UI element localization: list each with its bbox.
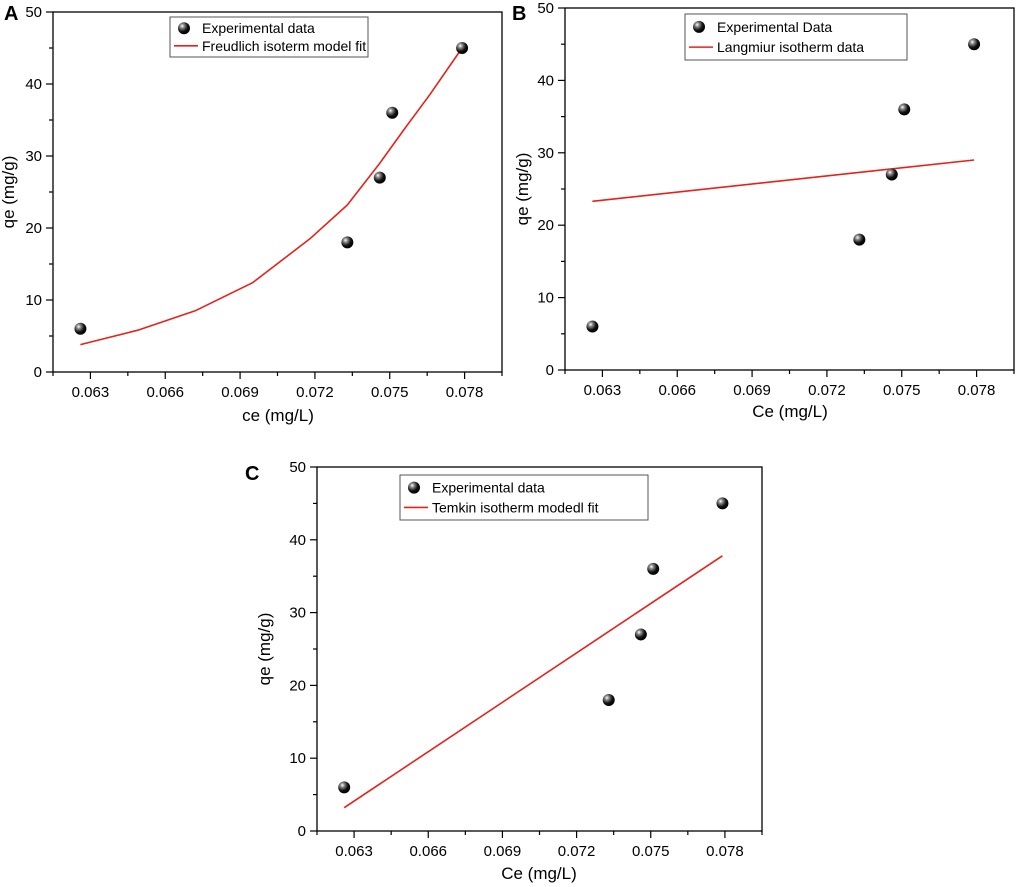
y-axis-title: qe (mg/g): [513, 153, 532, 226]
data-point: [586, 320, 599, 333]
y-tick-label: 0: [34, 364, 42, 381]
data-point: [74, 322, 87, 335]
x-axis-title: Ce (mg/L): [501, 864, 577, 883]
legend-marker: [693, 20, 705, 33]
legend-label: Langmiur isotherm data: [717, 39, 864, 55]
chart-panel-b: B 0.063 0.066 0.069 0.072 0.075 0.078 0 10 20 30 40…: [512, 0, 1015, 421]
data-point: [647, 562, 660, 575]
x-tick-label: 0.078: [958, 382, 996, 399]
x-tick-label: 0.066: [146, 384, 184, 401]
data-point: [602, 693, 615, 706]
x-tick-label: 0.063: [584, 382, 622, 399]
y-tick-label: 50: [289, 459, 306, 476]
x-axis-title: Ce (mg/L): [752, 402, 828, 421]
x-tick-label: 0.075: [632, 843, 670, 860]
x-tick-label: 0.069: [221, 384, 259, 401]
panel-letter: A: [4, 3, 18, 25]
plot-frame: [316, 466, 763, 832]
x-tick-label: 0.075: [883, 382, 921, 399]
legend-label: Experimental data: [202, 20, 315, 36]
chart-panel-a: A 0.063 0.066 0.069 0.072 0.075 0.078 0 10 20 30 40…: [0, 3, 503, 425]
y-tick-label: 0: [546, 362, 554, 379]
y-tick-label: 40: [25, 76, 42, 93]
data-point: [341, 236, 354, 249]
x-tick-label: 0.072: [558, 843, 596, 860]
data-point: [456, 42, 469, 54]
x-tick-label: 0.066: [409, 843, 447, 860]
y-tick-label: 40: [537, 72, 554, 89]
y-axis-title: qe (mg/g): [0, 156, 18, 229]
y-tick-label: 20: [289, 677, 306, 694]
legend-marker: [178, 22, 190, 35]
legend-label: Freudlich isoterm model fit: [202, 38, 366, 54]
data-point: [338, 781, 351, 794]
legend-label: Temkin isotherm modedl fit: [432, 499, 599, 515]
legend-box: [684, 13, 908, 61]
y-tick-label: 40: [289, 532, 306, 549]
x-tick-label: 0.078: [446, 384, 484, 401]
x-tick-label: 0.063: [335, 843, 373, 860]
data-point: [373, 171, 386, 184]
fit-line: [592, 159, 975, 203]
panel-letter: B: [512, 3, 526, 25]
y-tick-label: 50: [537, 0, 554, 17]
fit-line: [343, 555, 723, 809]
y-tick-label: 10: [289, 750, 306, 767]
data-point: [634, 628, 647, 641]
data-point: [853, 233, 866, 246]
x-tick-label: 0.063: [72, 384, 110, 401]
plot-frame: [564, 7, 1015, 371]
panel-letter: C: [245, 463, 259, 485]
chart-panel-c: C 0.063 0.066 0.069 0.072 0.075 0.078 0 10 20 30 40…: [245, 459, 763, 883]
legend-box: [399, 474, 649, 521]
x-axis-title: ce (mg/L): [242, 406, 314, 425]
x-tick-label: 0.078: [706, 843, 744, 860]
data-point: [968, 38, 981, 51]
x-tick-label: 0.069: [484, 843, 522, 860]
data-point: [885, 168, 898, 181]
x-tick-label: 0.066: [658, 382, 696, 399]
data-point: [386, 106, 399, 119]
y-tick-label: 20: [537, 217, 554, 234]
y-tick-label: 30: [289, 605, 306, 622]
legend-label: Experimental Data: [717, 19, 832, 35]
y-tick-label: 10: [25, 292, 42, 309]
y-tick-label: 50: [25, 4, 42, 21]
legend-label: Experimental data: [432, 480, 545, 496]
x-tick-label: 0.072: [808, 382, 846, 399]
y-tick-label: 30: [25, 148, 42, 165]
plot-frame: [52, 11, 503, 373]
legend-box: [169, 16, 369, 58]
legend-marker: [408, 481, 420, 494]
data-point: [716, 497, 729, 510]
y-axis-title: qe (mg/g): [255, 613, 274, 686]
y-tick-label: 20: [25, 220, 42, 237]
y-tick-label: 10: [537, 290, 554, 307]
x-tick-label: 0.069: [733, 382, 771, 399]
x-tick-label: 0.075: [371, 384, 409, 401]
y-tick-label: 30: [537, 145, 554, 162]
data-point: [898, 103, 911, 116]
fit-line: [80, 47, 463, 346]
x-tick-label: 0.072: [296, 384, 334, 401]
y-tick-label: 0: [298, 823, 306, 840]
